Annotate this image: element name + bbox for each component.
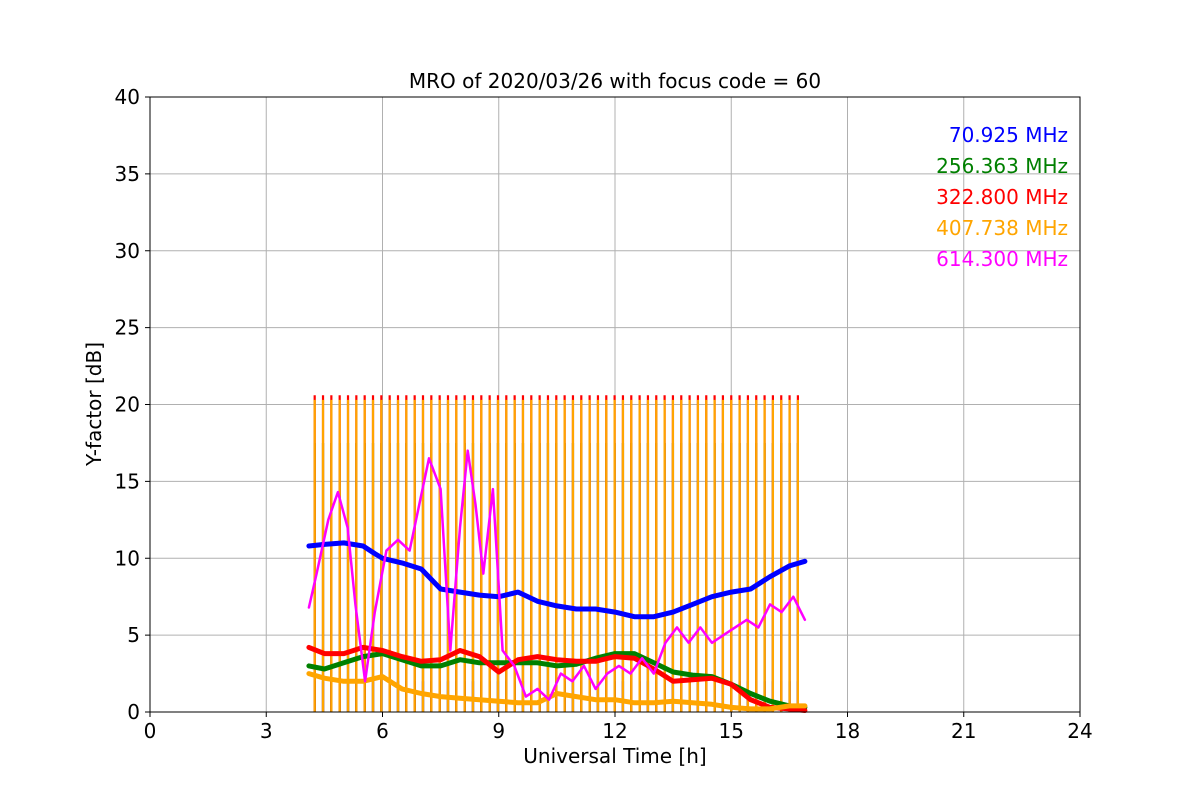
x-tick-label: 15 bbox=[719, 719, 744, 743]
legend-entry: 322.800 MHz bbox=[936, 185, 1068, 209]
series-line bbox=[306, 671, 808, 712]
y-tick-label: 10 bbox=[115, 546, 140, 570]
legend-entry: 256.363 MHz bbox=[936, 154, 1068, 178]
x-tick-label: 12 bbox=[602, 719, 627, 743]
x-tick-label: 18 bbox=[835, 719, 860, 743]
y-tick-label: 35 bbox=[115, 162, 140, 186]
x-tick-label: 0 bbox=[144, 719, 157, 743]
legend-entry: 614.300 MHz bbox=[936, 247, 1068, 271]
series-line bbox=[306, 540, 808, 620]
y-tick-label: 20 bbox=[115, 393, 140, 417]
y-tick-label: 15 bbox=[115, 469, 140, 493]
series-line bbox=[307, 449, 807, 701]
chart-title: MRO of 2020/03/26 with focus code = 60 bbox=[409, 69, 821, 93]
y-axis-label: Y-factor [dB] bbox=[82, 342, 106, 467]
x-tick-label: 21 bbox=[951, 719, 976, 743]
axis-ticks: 0 3 6 9 12 15 18 21 24 0 5 10 15 20 25 30 35 40 bbox=[115, 85, 1093, 743]
series-line bbox=[306, 644, 808, 713]
x-tick-label: 9 bbox=[492, 719, 505, 743]
legend: 70.925 MHz 256.363 MHz 322.800 MHz 407.738 … bbox=[936, 123, 1068, 271]
y-tick-label: 5 bbox=[127, 623, 140, 647]
y-tick-label: 30 bbox=[115, 239, 140, 263]
calibration-pulses bbox=[313, 395, 800, 712]
series-layer bbox=[306, 395, 808, 713]
y-tick-label: 40 bbox=[115, 85, 140, 109]
x-tick-label: 6 bbox=[376, 719, 389, 743]
legend-entry: 70.925 MHz bbox=[949, 123, 1068, 147]
y-tick-label: 0 bbox=[127, 700, 140, 724]
x-tick-label: 3 bbox=[260, 719, 273, 743]
x-tick-label: 24 bbox=[1067, 719, 1092, 743]
y-tick-label: 25 bbox=[115, 316, 140, 340]
x-axis-label: Universal Time [h] bbox=[523, 744, 706, 768]
legend-entry: 407.738 MHz bbox=[936, 216, 1068, 240]
